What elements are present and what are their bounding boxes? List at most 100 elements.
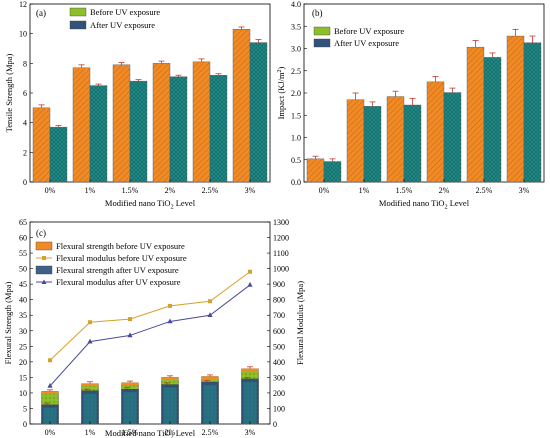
y-tick-label: 65 [19, 218, 27, 227]
modulus-before-point [48, 358, 52, 362]
modulus-before-point [168, 304, 172, 308]
y-tick-label-right: 600 [273, 327, 285, 336]
bar-before-cap [202, 376, 219, 379]
y-tick-label: 3.5 [291, 22, 301, 31]
x-tick-label: 3% [519, 186, 530, 195]
bar-after-inner [244, 382, 257, 424]
y-tick-label: 6 [23, 89, 27, 98]
legend-swatch-after [70, 21, 86, 29]
bar-after-inner [164, 388, 177, 424]
y-tick-label: 45 [19, 280, 27, 289]
bar [387, 97, 404, 182]
legend: Before UV exposure After UV exposure [314, 26, 404, 48]
x-tick-label: 1% [359, 186, 370, 195]
bar [250, 43, 267, 182]
legend-swatch-before [314, 27, 330, 35]
y-tick-label-right: 1300 [273, 218, 289, 227]
y-tick-label: 50 [19, 265, 27, 274]
y-axis-label-right: Flexural Modulus (Mpa) [295, 281, 305, 365]
x-tick-label: 1% [85, 428, 96, 437]
bar [444, 93, 461, 182]
y-tick-label-right: 200 [273, 389, 285, 398]
bar-before-cap [242, 369, 259, 372]
modulus-before-point [88, 320, 92, 324]
y-tick-label: 8 [23, 59, 27, 68]
y-tick-label-right: 700 [273, 311, 285, 320]
legend-label-before: Before UV exposure [334, 26, 404, 36]
x-tick-label: 2.5% [202, 428, 219, 437]
y-tick-label: 10 [19, 389, 27, 398]
legend: Flexural strength before UV exposure Fle… [36, 241, 187, 287]
y-tick-label: 0 [23, 420, 27, 429]
x-axis-label: Modified nano TiO2 Level [379, 198, 470, 211]
legend-label-strength-after: Flexural strength after UV exposure [56, 265, 179, 275]
y-tick-label-right: 300 [273, 373, 285, 382]
x-tick-label: 2% [439, 186, 450, 195]
y-axis: 0 2 4 6 8 10 12 [19, 0, 33, 187]
x-tick-label: 0% [45, 186, 56, 195]
legend-label-modulus-before: Flexural modulus before UV exposure [56, 253, 187, 263]
bar [467, 47, 484, 182]
y-tick-label-right: 1100 [273, 249, 289, 258]
y-tick-label: 1.5 [291, 111, 301, 120]
flexural-chart: (c) Flexural strength before UV exposure… [3, 218, 305, 438]
y-tick-label-right: 1200 [273, 234, 289, 243]
bar [113, 65, 130, 182]
bar [193, 62, 210, 182]
y-tick-label: 12 [19, 0, 27, 9]
y-tick-label-right: 100 [273, 404, 285, 413]
modulus-before-point [128, 317, 132, 321]
bar [324, 162, 341, 182]
bar [73, 68, 90, 182]
legend-label-before: Before UV exposure [90, 7, 160, 17]
bar [233, 29, 250, 182]
y-tick-label: 4 [23, 119, 27, 128]
y-axis: 0.00.51.01.52.02.53.03.54.0 [291, 0, 307, 187]
y-tick-label: 5 [23, 404, 27, 413]
x-tick-label: 0% [319, 186, 330, 195]
y-tick-label-right: 800 [273, 296, 285, 305]
y-axis-label: Impact (KJ/m2) [276, 66, 286, 119]
legend-label-modulus-after: Flexural modulus after UV exposure [56, 277, 181, 287]
y-tick-label: 60 [19, 234, 27, 243]
panel-label: (a) [36, 8, 46, 18]
legend-label-after: After UV exposure [334, 38, 399, 48]
x-tick-label: 3% [245, 186, 256, 195]
y-tick-label: 25 [19, 342, 27, 351]
bars [33, 27, 267, 182]
y-tick-label: 20 [19, 358, 27, 367]
bar-before-cap [162, 377, 179, 380]
bar-before-cap [82, 384, 99, 387]
bar [307, 159, 324, 182]
legend-marker-modulus-before [42, 256, 46, 260]
lines [47, 270, 252, 388]
impact-strength-chart: (b) Before UV exposure After UV exposure… [276, 0, 544, 211]
y-tick-label-right: 0 [273, 420, 277, 429]
y-axis-left: 0 5 10 15 20 25 30 35 40 45 50 55 60 65 [19, 218, 33, 429]
bar-before-cap [122, 383, 139, 386]
y-tick-label: 10 [19, 30, 27, 39]
bar [404, 105, 421, 182]
modulus-after-point [247, 282, 252, 287]
modulus-before-point [208, 299, 212, 303]
x-tick-label: 1.5% [122, 186, 139, 195]
y-tick-label: 15 [19, 373, 27, 382]
y-tick-label: 2.5 [291, 67, 301, 76]
y-tick-label: 0.5 [291, 156, 301, 165]
x-tick-label: 2.5% [202, 186, 219, 195]
y-tick-label-right: 900 [273, 280, 285, 289]
bars [307, 29, 541, 182]
legend-label-after: After UV exposure [90, 20, 155, 30]
tensile-strength-chart: (a) Before UV exposure After UV exposure… [4, 0, 270, 211]
legend-swatch-after [314, 39, 330, 47]
y-tick-label: 3.0 [291, 45, 301, 54]
bars [42, 367, 259, 424]
bar [507, 36, 524, 182]
bar [170, 77, 187, 182]
bar [427, 82, 444, 182]
x-axis-label: Modified nano TiO2 Level [105, 428, 196, 438]
y-tick-label: 55 [19, 249, 27, 258]
bar [130, 81, 147, 182]
legend-swatch-before [70, 8, 86, 16]
y-tick-label: 2.0 [291, 89, 301, 98]
